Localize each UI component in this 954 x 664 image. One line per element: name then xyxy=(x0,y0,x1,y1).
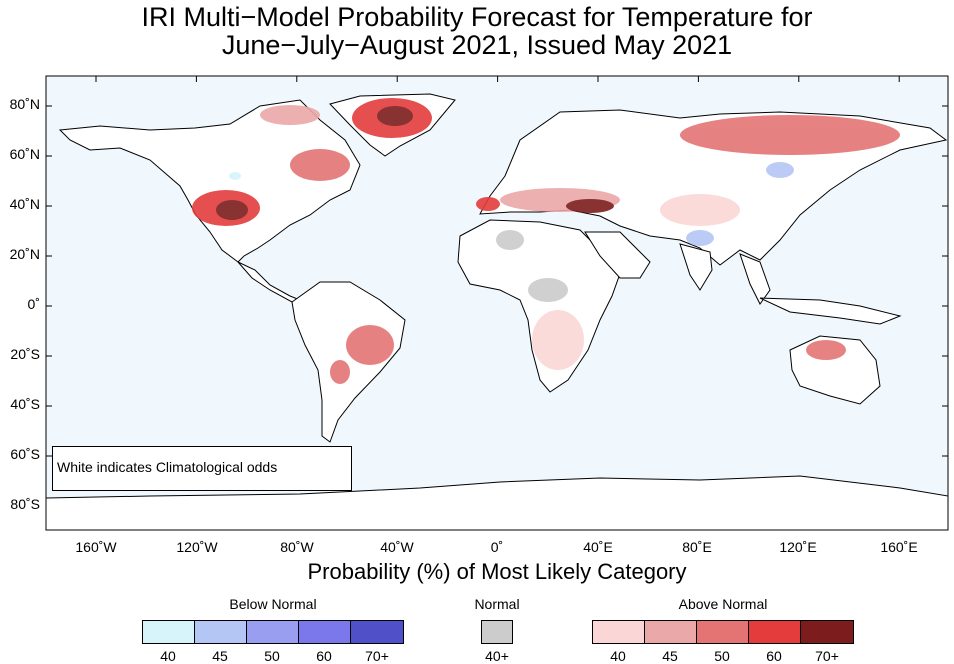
shade-australia xyxy=(806,340,846,360)
shade-brazil xyxy=(346,325,394,365)
lon-label: 80˚E xyxy=(682,539,712,555)
below-swatch xyxy=(298,620,351,644)
shade-mongolia-below xyxy=(766,162,794,178)
title-line-2: June−July−August 2021, Issued May 2021 xyxy=(221,30,733,60)
lon-label: 40˚W xyxy=(380,539,414,555)
lat-label: 40˚S xyxy=(10,396,40,412)
shade-greenland-core xyxy=(377,106,413,126)
below-tick-label: 50 xyxy=(264,648,280,664)
shade-north-canada xyxy=(260,105,320,125)
lon-label: 120˚E xyxy=(779,539,817,555)
below-tick-label: 40 xyxy=(160,648,176,664)
below-tick-label: 70+ xyxy=(365,648,389,664)
shade-sahara-normal xyxy=(496,230,524,250)
south-america-land xyxy=(291,281,406,443)
lat-label: 60˚S xyxy=(10,446,40,462)
shade-sahel-normal xyxy=(528,278,568,302)
below-swatch xyxy=(350,620,404,644)
below-swatch xyxy=(194,620,247,644)
above-swatch xyxy=(592,620,645,644)
below-swatch xyxy=(246,620,299,644)
shade-canada-east xyxy=(290,149,350,181)
shade-siberia xyxy=(680,115,900,155)
below-normal-label: Below Normal xyxy=(229,596,317,612)
above-tick-label: 40 xyxy=(610,648,626,664)
lon-label: 0˚ xyxy=(490,539,504,555)
lon-label: 40˚E xyxy=(583,539,613,555)
above-swatch xyxy=(800,620,854,644)
above-tick-label: 70+ xyxy=(815,648,839,664)
lat-label: 80˚N xyxy=(9,96,40,112)
shade-argentina xyxy=(330,360,350,384)
antarctica-land xyxy=(45,475,949,531)
below-tick-label: 45 xyxy=(212,648,228,664)
title-line-1: IRI Multi−Model Probability Forecast for… xyxy=(141,2,813,32)
lat-label: 60˚N xyxy=(9,146,40,162)
below-swatch xyxy=(142,620,195,644)
normal-tick-label: 40+ xyxy=(485,648,509,664)
normal-swatch xyxy=(481,620,513,644)
lon-label: 160˚E xyxy=(880,539,918,555)
above-normal-label: Above Normal xyxy=(678,596,768,612)
lon-label: 160˚W xyxy=(75,539,117,555)
above-tick-label: 60 xyxy=(766,648,782,664)
arabia-land xyxy=(584,231,651,279)
above-swatch xyxy=(644,620,697,644)
lat-label: 20˚S xyxy=(10,346,40,362)
lat-label: 0˚ xyxy=(27,296,40,312)
shade-central-asia xyxy=(660,194,740,226)
shade-turkey xyxy=(566,199,614,213)
normal-label: Normal xyxy=(474,596,520,612)
se-asia-land xyxy=(739,253,771,305)
shade-africa-south xyxy=(532,310,584,370)
lat-label: 20˚N xyxy=(9,246,40,262)
above-tick-label: 45 xyxy=(662,648,678,664)
above-swatch xyxy=(696,620,749,644)
above-tick-label: 50 xyxy=(714,648,730,664)
indonesia-land xyxy=(759,297,902,325)
lat-label: 40˚N xyxy=(9,196,40,212)
shade-iberia xyxy=(476,197,500,211)
lon-label: 80˚W xyxy=(280,539,314,555)
north-america-land xyxy=(58,99,361,263)
india-land xyxy=(679,243,713,291)
legend-title: Probability (%) of Most Likely Category xyxy=(307,559,687,584)
below-tick-label: 60 xyxy=(316,648,332,664)
above-swatch xyxy=(748,620,801,644)
lat-label: 80˚S xyxy=(10,496,40,512)
shade-western-us-core xyxy=(216,200,248,220)
shade-tibet-below xyxy=(686,230,714,246)
shade-canada-below xyxy=(229,172,241,180)
lon-label: 120˚W xyxy=(176,539,218,555)
probability-shading xyxy=(192,98,900,384)
climatology-note: White indicates Climatological odds xyxy=(52,446,352,491)
